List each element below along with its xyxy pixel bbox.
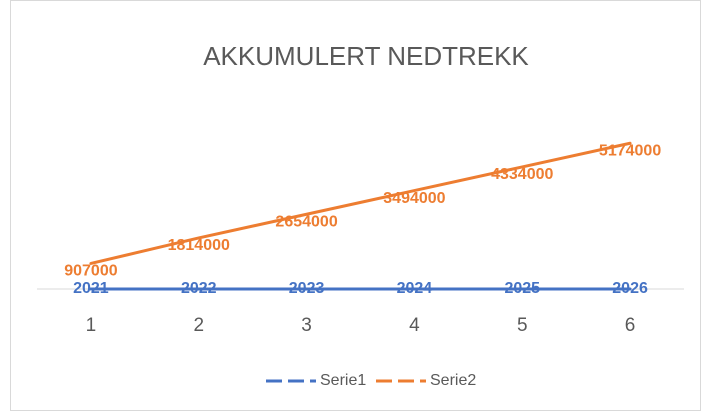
chart-border bbox=[10, 0, 701, 411]
x-tick-label: 3 bbox=[301, 315, 312, 336]
data-label: 3494000 bbox=[383, 190, 445, 207]
x-tick-label: 5 bbox=[517, 315, 528, 336]
x-tick-label: 1 bbox=[86, 315, 97, 336]
data-label: 5174000 bbox=[599, 142, 661, 159]
data-label: 2023 bbox=[289, 280, 325, 297]
legend-label: Serie1 bbox=[320, 372, 366, 389]
data-label: 2022 bbox=[181, 280, 217, 297]
x-tick-label: 2 bbox=[193, 315, 204, 336]
data-label: 1814000 bbox=[168, 237, 230, 254]
data-label: 2026 bbox=[612, 280, 648, 297]
data-label: 907000 bbox=[64, 263, 117, 280]
data-label: 2021 bbox=[73, 280, 109, 297]
data-label: 2025 bbox=[504, 280, 540, 297]
series-line bbox=[89, 141, 632, 265]
data-label: 4334000 bbox=[491, 166, 553, 183]
chart-title: AKKUMULERT NEDTREKK bbox=[203, 41, 529, 71]
x-tick-label: 6 bbox=[625, 315, 636, 336]
legend-label: Serie2 bbox=[430, 372, 476, 389]
data-label: 2024 bbox=[397, 280, 433, 297]
data-label: 2654000 bbox=[275, 213, 337, 230]
x-tick-label: 4 bbox=[409, 315, 420, 336]
